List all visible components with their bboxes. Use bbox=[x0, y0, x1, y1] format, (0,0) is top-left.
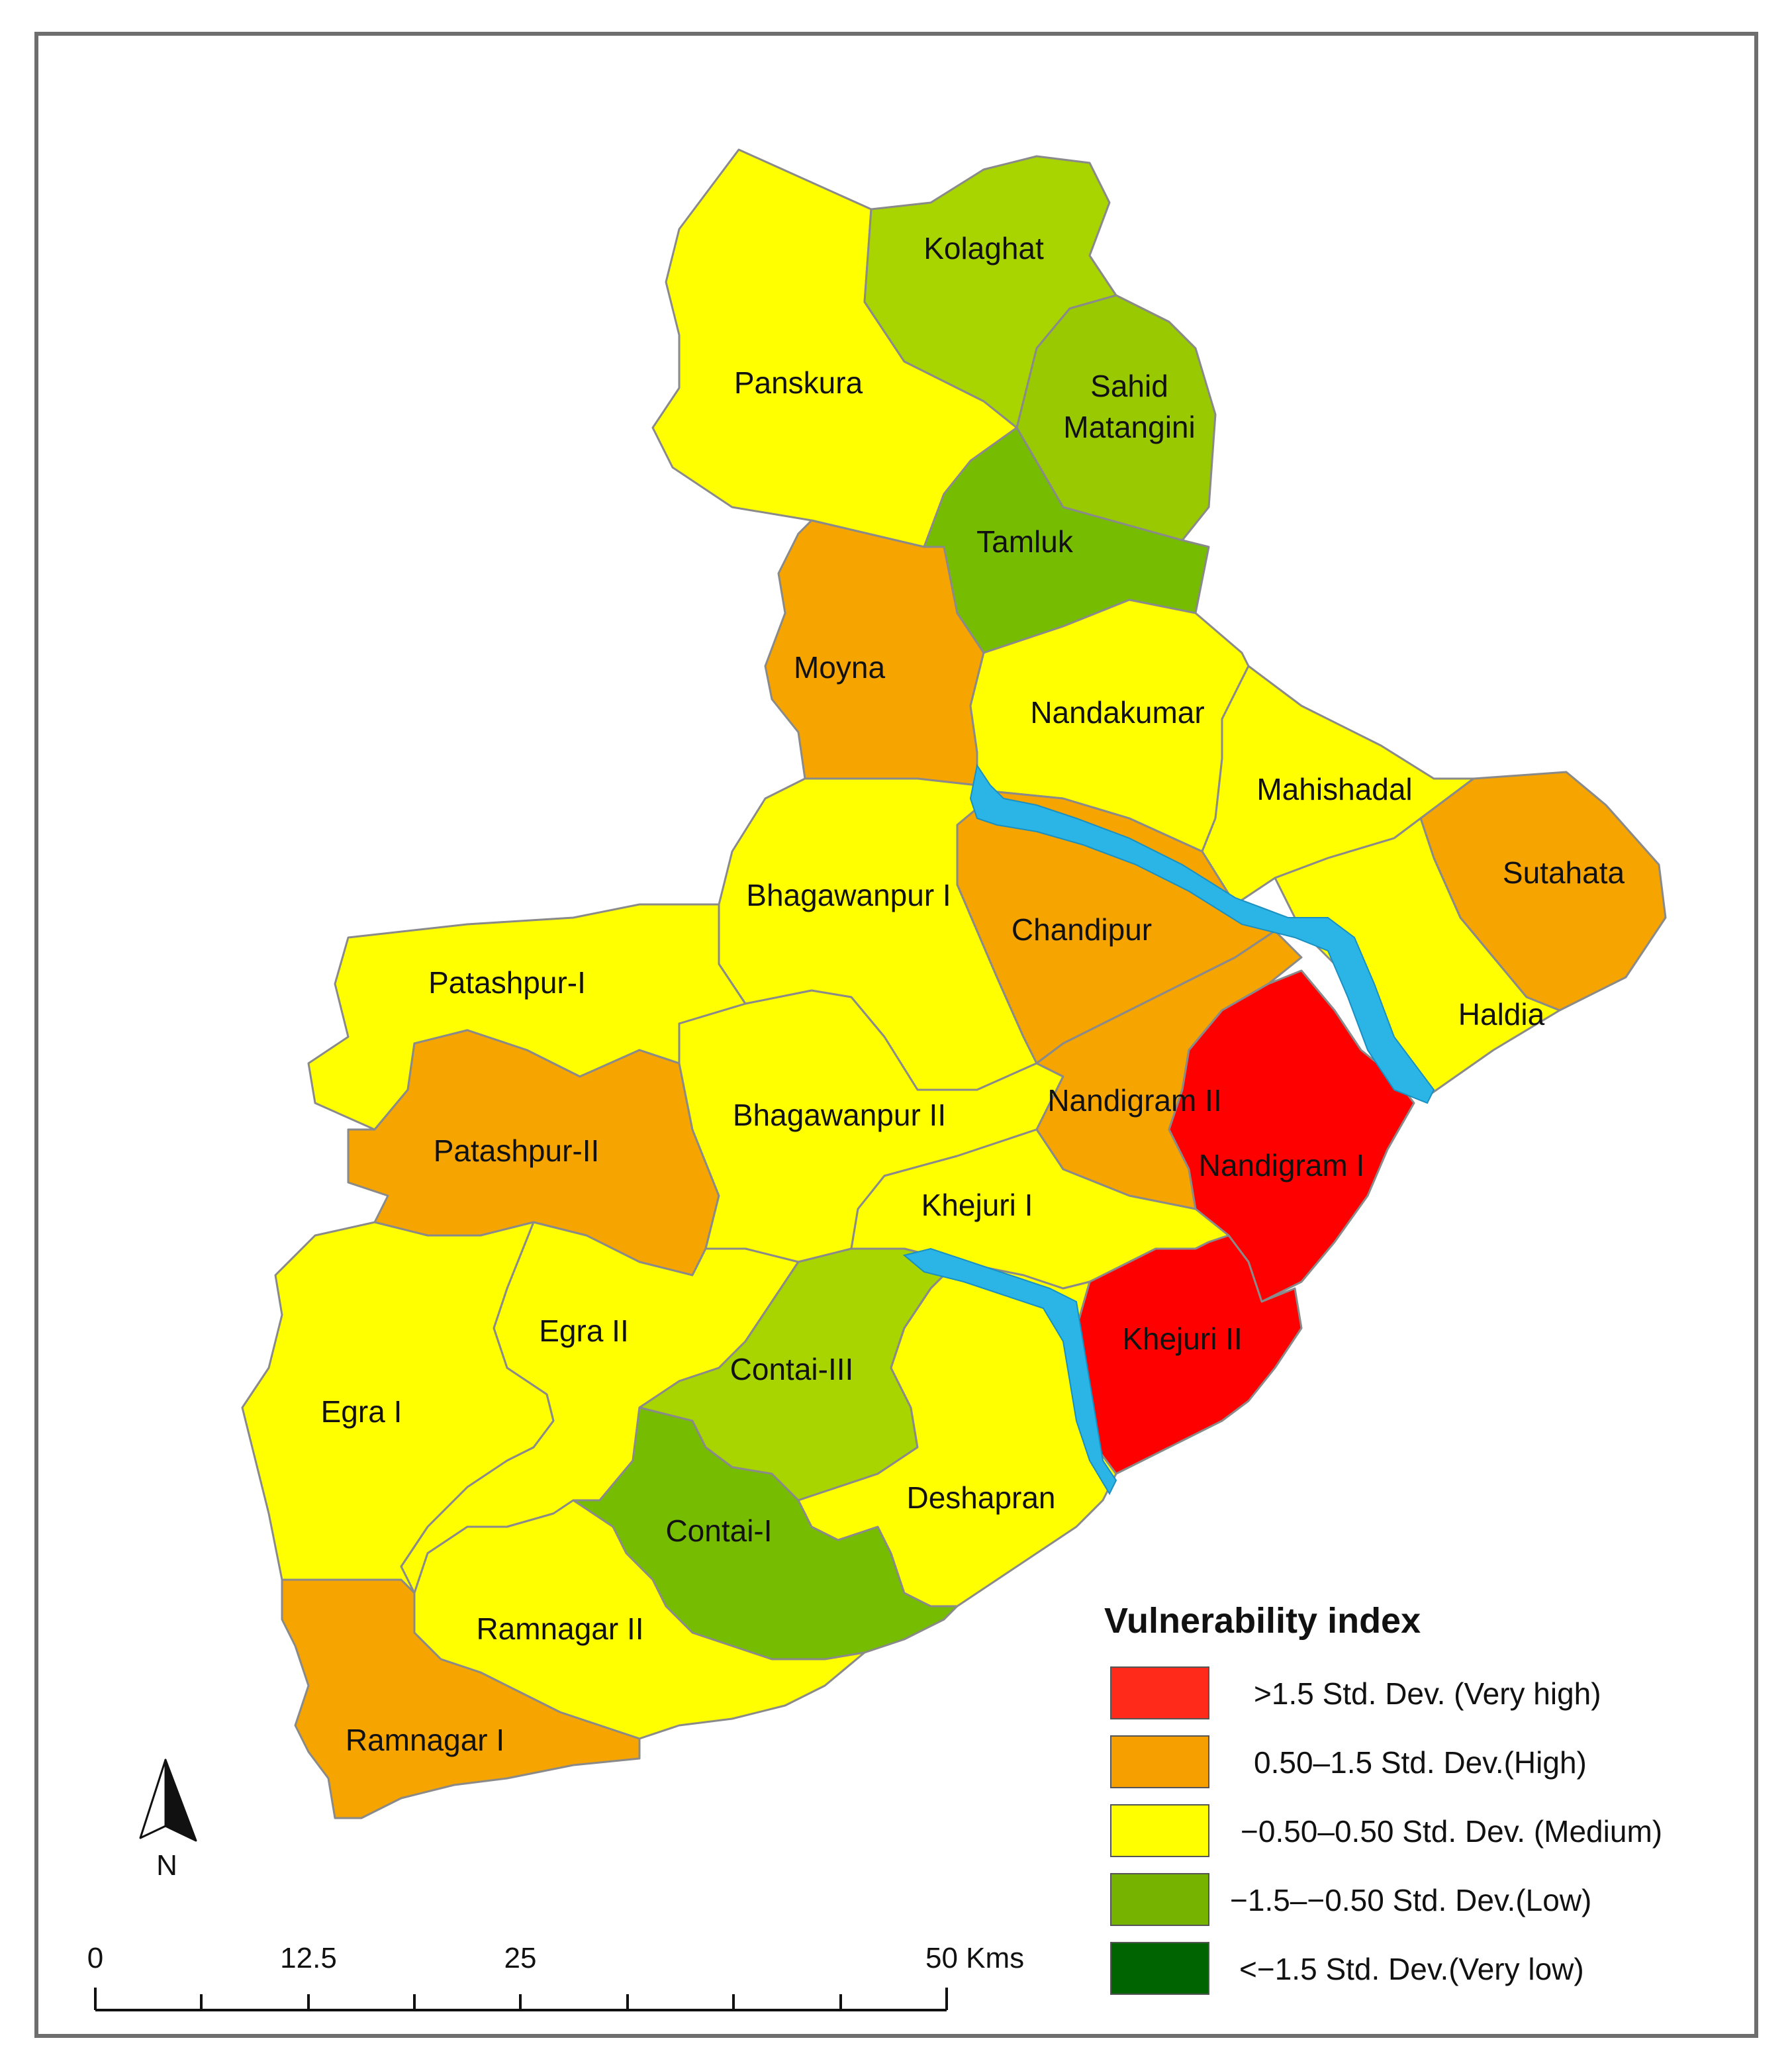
label-patashpur-i: Patashpur-I bbox=[428, 965, 586, 1000]
legend-swatch-high bbox=[1110, 1735, 1209, 1788]
label-haldia: Haldia bbox=[1458, 997, 1545, 1032]
label-ramnagar-i: Ramnagar I bbox=[346, 1723, 504, 1757]
label-sahid: Sahid bbox=[1090, 369, 1168, 403]
legend: Vulnerability index >1.5 Std. Dev. (Very… bbox=[1104, 1601, 1662, 1995]
label-egra-ii: Egra II bbox=[539, 1314, 629, 1348]
label-tamluk: Tamluk bbox=[976, 524, 1074, 559]
label-nandigram-ii: Nandigram II bbox=[1047, 1083, 1221, 1118]
label-nandakumar: Nandakumar bbox=[1030, 695, 1204, 730]
legend-swatch-low bbox=[1110, 1873, 1209, 1926]
label-contai-i: Contai-I bbox=[665, 1514, 772, 1548]
legend-label-high: 0.50–1.5 Std. Dev.(High) bbox=[1254, 1745, 1587, 1780]
legend-label-very-high: >1.5 Std. Dev. (Very high) bbox=[1254, 1676, 1601, 1711]
legend-swatch-medium bbox=[1110, 1804, 1209, 1857]
label-mahishadal: Mahishadal bbox=[1256, 772, 1412, 806]
label-khejuri-ii: Khejuri II bbox=[1122, 1322, 1243, 1356]
map-frame: Kolaghat Panskura Sahid Matangini Tamluk… bbox=[34, 32, 1758, 2038]
legend-label-low: −1.5–−0.50 Std. Dev.(Low) bbox=[1230, 1883, 1591, 1917]
label-chandipur: Chandipur bbox=[1012, 912, 1152, 947]
legend-title: Vulnerability index bbox=[1104, 1601, 1421, 1641]
scale-tick-50: 50 Kms bbox=[925, 1942, 1024, 1974]
scale-tick-12-5: 12.5 bbox=[280, 1942, 337, 1974]
legend-swatch-very-low bbox=[1110, 1942, 1209, 1995]
scale-tick-0: 0 bbox=[87, 1942, 103, 1974]
river-rupnarayan-haldi bbox=[969, 763, 1435, 1104]
label-bhagawanpur-ii: Bhagawanpur II bbox=[733, 1098, 946, 1132]
label-contai-iii: Contai-III bbox=[730, 1352, 854, 1386]
label-sutahata: Sutahata bbox=[1503, 855, 1625, 890]
label-matangini: Matangini bbox=[1063, 410, 1195, 444]
label-kolaghat: Kolaghat bbox=[923, 231, 1044, 265]
north-arrow-icon: N bbox=[139, 1758, 197, 1882]
label-khejuri-i: Khejuri I bbox=[921, 1188, 1033, 1222]
district-ramnagar-i bbox=[281, 1578, 641, 1819]
legend-label-very-low: <−1.5 Std. Dev.(Very low) bbox=[1239, 1952, 1584, 1986]
north-label: N bbox=[156, 1849, 177, 1882]
river-rasulpur bbox=[902, 1247, 1117, 1496]
district-deshapran bbox=[797, 1261, 1117, 1608]
label-bhagawanpur-i: Bhagawanpur I bbox=[746, 878, 951, 912]
district-egra-i bbox=[241, 1221, 555, 1594]
scale-tick-25: 25 bbox=[504, 1942, 537, 1974]
legend-label-medium: −0.50–0.50 Std. Dev. (Medium) bbox=[1241, 1814, 1662, 1849]
label-deshapran: Deshapran bbox=[906, 1480, 1055, 1515]
scale-bar: 0 12.5 25 50 Kms bbox=[87, 1942, 1024, 2011]
label-moyna: Moyna bbox=[794, 650, 885, 685]
label-egra-i: Egra I bbox=[321, 1394, 402, 1429]
label-panskura: Panskura bbox=[734, 365, 863, 400]
legend-swatch-very-high bbox=[1110, 1666, 1209, 1719]
label-nandigram-i: Nandigram I bbox=[1199, 1148, 1365, 1182]
label-ramnagar-ii: Ramnagar II bbox=[476, 1612, 643, 1646]
map-canvas: Kolaghat Panskura Sahid Matangini Tamluk… bbox=[87, 148, 1667, 2011]
district-nandigram-i bbox=[1168, 969, 1415, 1303]
label-patashpur-ii: Patashpur-II bbox=[434, 1133, 600, 1168]
